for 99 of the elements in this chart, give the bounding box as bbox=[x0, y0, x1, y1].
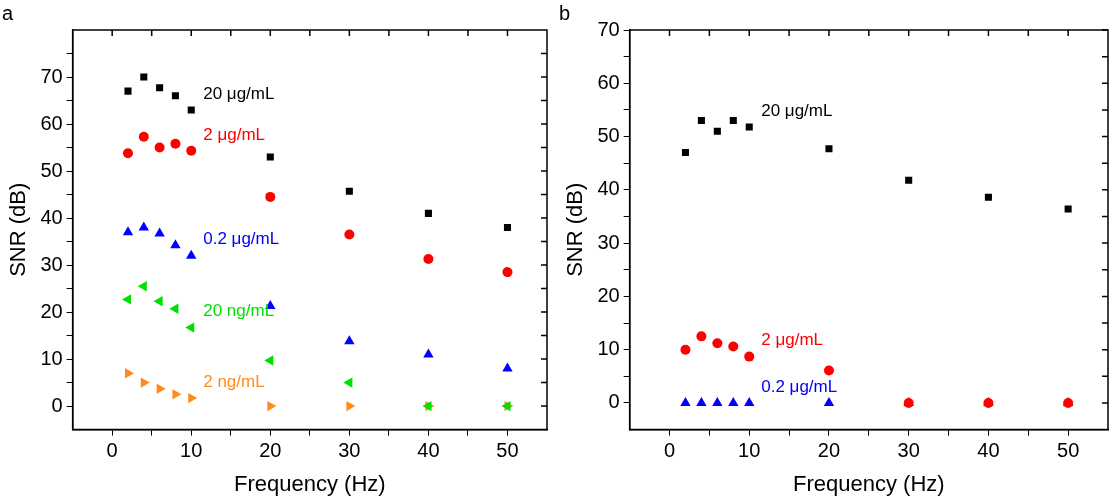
x-tick-label: 50 bbox=[496, 439, 519, 462]
point bbox=[344, 335, 355, 345]
point bbox=[681, 149, 689, 157]
point bbox=[905, 176, 913, 184]
y-axis-title: SNR (dB) bbox=[562, 182, 588, 277]
point bbox=[124, 87, 132, 95]
point bbox=[154, 142, 165, 153]
point bbox=[423, 348, 434, 358]
y-tick-label: 20 bbox=[597, 283, 620, 306]
point bbox=[153, 296, 163, 307]
y-tick-label: 50 bbox=[40, 158, 63, 181]
x-tick-label: 20 bbox=[817, 439, 841, 462]
y-tick-label: 10 bbox=[597, 337, 620, 360]
point bbox=[140, 73, 148, 81]
y-tick-label: 20 bbox=[40, 299, 63, 322]
point bbox=[266, 153, 274, 161]
point bbox=[728, 341, 739, 352]
point bbox=[728, 396, 739, 406]
point bbox=[343, 377, 353, 388]
series-label: 2 ng/mL bbox=[203, 371, 265, 391]
point bbox=[186, 249, 197, 259]
series-label: 2 μg/mL bbox=[761, 330, 824, 350]
point bbox=[140, 377, 150, 388]
point bbox=[122, 226, 134, 236]
x-axis-title: Frequency (Hz) bbox=[793, 470, 945, 496]
point bbox=[696, 331, 707, 342]
y-tick-label: 60 bbox=[40, 111, 63, 134]
x-tick-label: 40 bbox=[977, 439, 1000, 462]
point bbox=[344, 229, 355, 240]
series-label: 0.2 μg/mL bbox=[761, 376, 838, 396]
y-tick-label: 50 bbox=[597, 124, 620, 147]
point bbox=[171, 92, 179, 100]
point bbox=[172, 389, 182, 400]
point bbox=[345, 187, 353, 195]
x-tick-label: 30 bbox=[897, 439, 920, 462]
point bbox=[122, 148, 133, 159]
y-tick-label: 40 bbox=[40, 205, 63, 228]
point bbox=[712, 338, 723, 349]
series-label: 0.2 μg/mL bbox=[203, 229, 280, 249]
x-tick-label: 0 bbox=[663, 439, 676, 462]
point bbox=[185, 322, 195, 333]
x-tick-label: 50 bbox=[1057, 439, 1080, 462]
series-label: 20 μg/mL bbox=[203, 83, 275, 103]
point bbox=[1064, 205, 1072, 213]
point bbox=[346, 400, 356, 412]
point bbox=[138, 131, 149, 142]
x-tick-label: 20 bbox=[259, 439, 282, 462]
x-axis-title: Frequency (Hz) bbox=[234, 470, 386, 496]
point bbox=[267, 400, 277, 412]
y-tick-label: 30 bbox=[40, 252, 63, 275]
point bbox=[170, 239, 181, 249]
x-tick-label: 10 bbox=[180, 439, 203, 462]
point bbox=[729, 117, 737, 125]
y-axis-title: SNR (dB) bbox=[5, 182, 31, 277]
chart-title: b bbox=[559, 1, 571, 24]
point bbox=[188, 392, 198, 404]
y-tick-label: 30 bbox=[597, 230, 620, 253]
point bbox=[712, 396, 723, 406]
point bbox=[423, 253, 434, 264]
y-tick-label: 70 bbox=[40, 64, 63, 87]
y-tick-label: 0 bbox=[51, 393, 63, 416]
point bbox=[823, 396, 835, 406]
x-tick-label: 10 bbox=[738, 439, 761, 462]
point bbox=[424, 209, 432, 217]
point bbox=[744, 396, 755, 406]
point bbox=[124, 367, 134, 379]
point bbox=[502, 267, 513, 278]
point bbox=[170, 138, 181, 149]
series-label: 20 μg/mL bbox=[761, 100, 833, 120]
point bbox=[696, 396, 707, 406]
point bbox=[186, 145, 197, 156]
point bbox=[187, 106, 195, 114]
point bbox=[745, 123, 753, 131]
y-tick-label: 10 bbox=[40, 346, 63, 369]
point bbox=[825, 145, 833, 153]
point bbox=[503, 223, 512, 231]
chart-title: a bbox=[2, 1, 14, 24]
point bbox=[264, 355, 274, 366]
point bbox=[680, 396, 691, 406]
point bbox=[156, 84, 164, 92]
y-tick-label: 40 bbox=[597, 177, 620, 200]
point bbox=[713, 127, 721, 135]
point bbox=[823, 365, 834, 376]
series-label: 20 ng/mL bbox=[203, 301, 275, 321]
x-tick-label: 30 bbox=[338, 439, 361, 462]
x-tick-label: 0 bbox=[106, 439, 118, 462]
point bbox=[265, 191, 276, 202]
point bbox=[744, 351, 755, 362]
series-label: 2 μg/mL bbox=[203, 124, 266, 144]
point bbox=[697, 117, 705, 125]
x-tick-label: 40 bbox=[417, 439, 440, 462]
point bbox=[121, 294, 131, 305]
point bbox=[154, 227, 165, 237]
point bbox=[984, 193, 992, 201]
point bbox=[680, 344, 691, 355]
y-tick-label: 0 bbox=[608, 390, 620, 413]
point bbox=[137, 281, 147, 292]
y-tick-label: 70 bbox=[597, 17, 620, 40]
y-tick-label: 60 bbox=[597, 70, 620, 93]
